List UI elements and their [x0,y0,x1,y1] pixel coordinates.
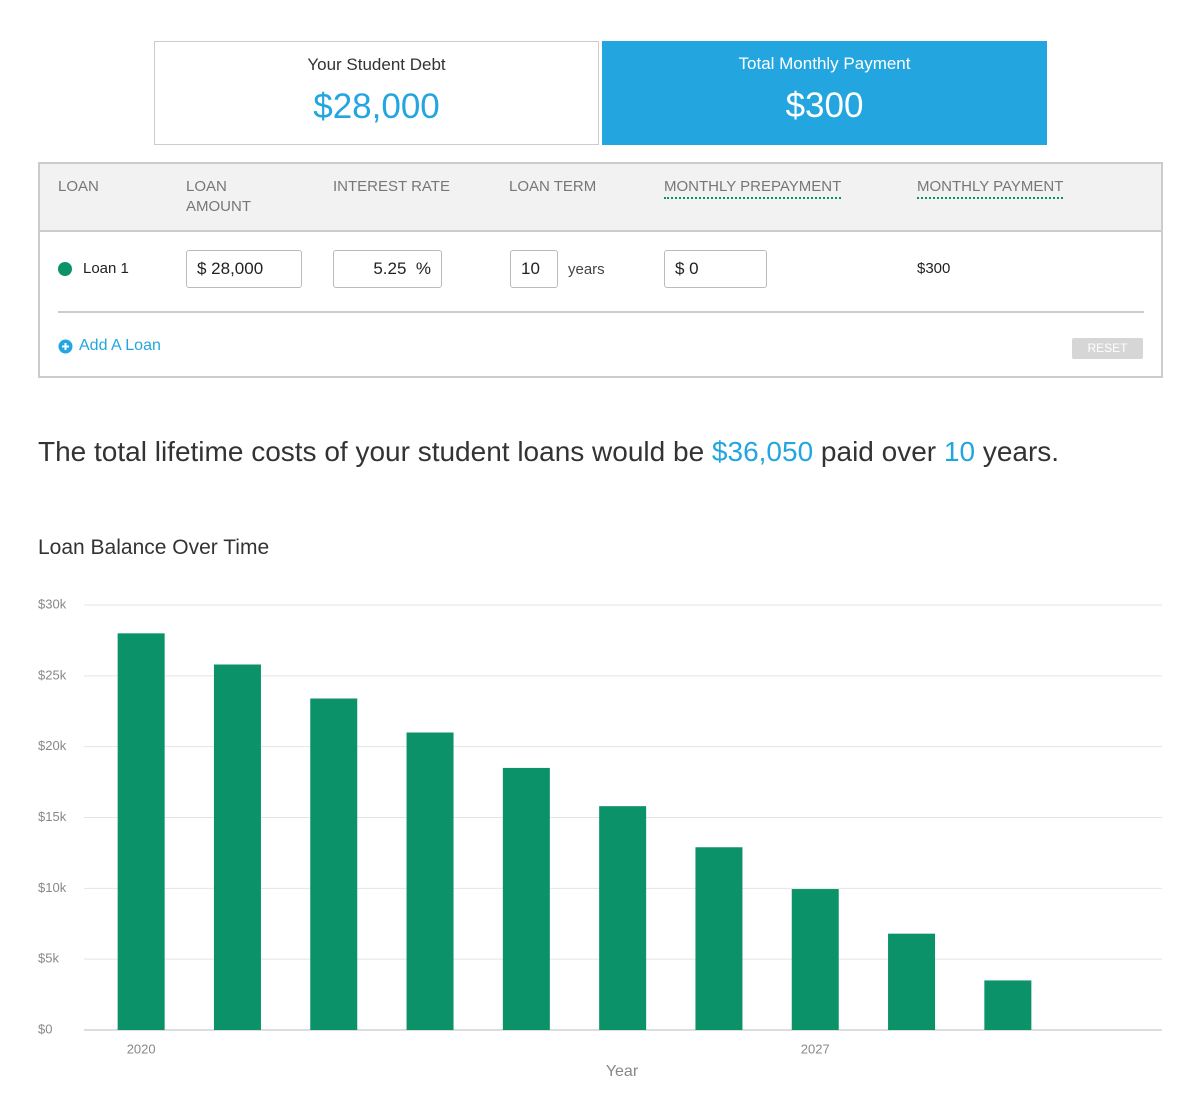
y-tick-label: $20k [38,738,67,753]
term-input[interactable]: 10 [510,250,558,288]
bar [791,889,839,1030]
bar [695,847,743,1030]
bar [599,806,647,1030]
loan-name: Loan 1 [83,260,129,277]
rate-value: 5.25 [373,259,407,278]
bar [310,698,358,1030]
bar [213,664,261,1030]
x-tick-label: 2020 [127,1041,156,1056]
header: MONTHLY PAYMENT [917,177,1064,199]
y-tick-label: $25k [38,667,67,682]
debt-label: Your Student Debt [307,55,446,74]
add-icon[interactable] [58,339,73,354]
payment-card: Total Monthly Payment $300 [602,41,1047,145]
summary-sentence: The total lifetime costs of your student… [38,436,1059,468]
rate-input[interactable]: 5.25 % [333,250,442,288]
years: 10 [943,436,976,467]
text: paid over [820,436,937,467]
text: years. [982,436,1060,467]
divider [58,311,1144,313]
monthly-payment: $300 [917,260,951,277]
header: LOAN AMOUNT [186,178,251,215]
text: The total lifetime costs of your student… [38,436,705,467]
debt-value: $28,000 [313,87,440,126]
chart: $0 $5k $10k $15k $20k $25k $30k 2020 2027 Year [38,596,1162,1080]
payment-label: Total Monthly Payment [738,54,911,73]
x-axis-label: Year [606,1063,639,1080]
loan-dot [58,262,72,276]
loan-table [38,162,1163,378]
rate-unit: % [415,259,431,278]
bar [888,933,936,1030]
x-tick-label: 2027 [801,1041,830,1056]
amount-input[interactable]: $ 28,000 [186,250,302,288]
bar [984,980,1032,1030]
y-tick-label: $10k [38,880,67,895]
reset-button[interactable]: RESET [1072,338,1143,359]
y-tick-label: $30k [38,596,67,611]
bar [406,732,454,1030]
prepayment-input[interactable]: $ 0 [664,250,767,288]
header: MONTHLY PREPAYMENT [664,177,842,199]
term-unit: years [568,261,605,278]
bar [502,767,550,1030]
y-tick-label: $0 [38,1021,52,1036]
header: LOAN [58,178,99,195]
y-tick-label: $15k [38,809,67,824]
debt-card: Your Student Debt $28,000 [154,41,599,145]
total-cost: $36,050 [711,436,814,467]
payment-value: $300 [785,86,864,125]
chart-title: Loan Balance Over Time [38,536,270,559]
add-loan[interactable]: Add A Loan [79,337,161,354]
header: INTEREST RATE [333,178,450,195]
bar [117,633,165,1030]
y-tick-label: $5k [38,951,59,966]
header: LOAN TERM [509,178,597,195]
